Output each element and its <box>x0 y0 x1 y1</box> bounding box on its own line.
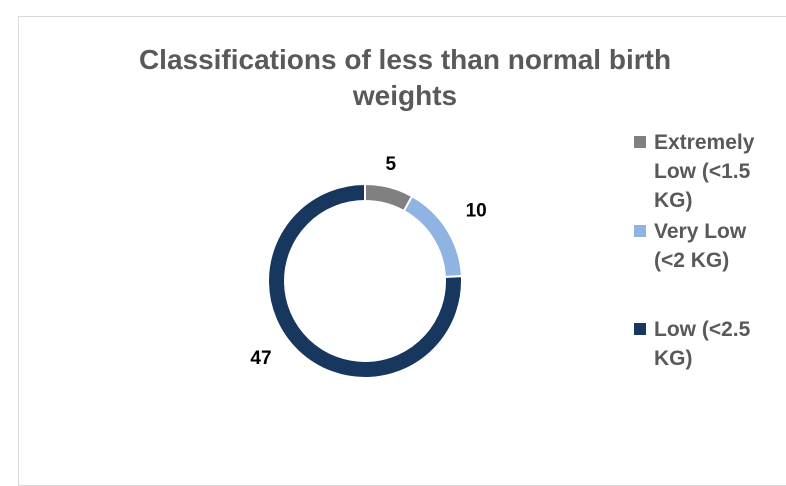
legend-swatch-low <box>634 323 646 335</box>
data-label-low: 47 <box>250 348 271 369</box>
legend-label-extremely-low: Extremely Low (<1.5 KG) <box>654 131 755 212</box>
legend-item-very-low: Very Low (<2 KG) <box>632 217 786 275</box>
legend-label-low: Low (<2.5 KG) <box>654 318 751 370</box>
donut-slice-very-low <box>402 194 463 278</box>
legend-item-extremely-low: Extremely Low (<1.5 KG) <box>632 128 786 215</box>
legend-item-low: Low (<2.5 KG) <box>632 315 786 373</box>
donut-slice-low <box>267 182 463 379</box>
chart-title: Classifications of less than normal birt… <box>138 44 672 112</box>
legend: Extremely Low (<1.5 KG) Very Low (<2 KG)… <box>632 128 786 383</box>
legend-swatch-extremely-low <box>634 136 646 148</box>
data-label-very-low: 10 <box>466 201 487 222</box>
data-label-extremely-low: 5 <box>385 154 396 175</box>
donut-chart: 5 10 47 <box>250 154 487 379</box>
legend-label-very-low: Very Low (<2 KG) <box>654 220 747 272</box>
legend-swatch-very-low <box>634 225 646 237</box>
chart-area <box>18 16 786 486</box>
